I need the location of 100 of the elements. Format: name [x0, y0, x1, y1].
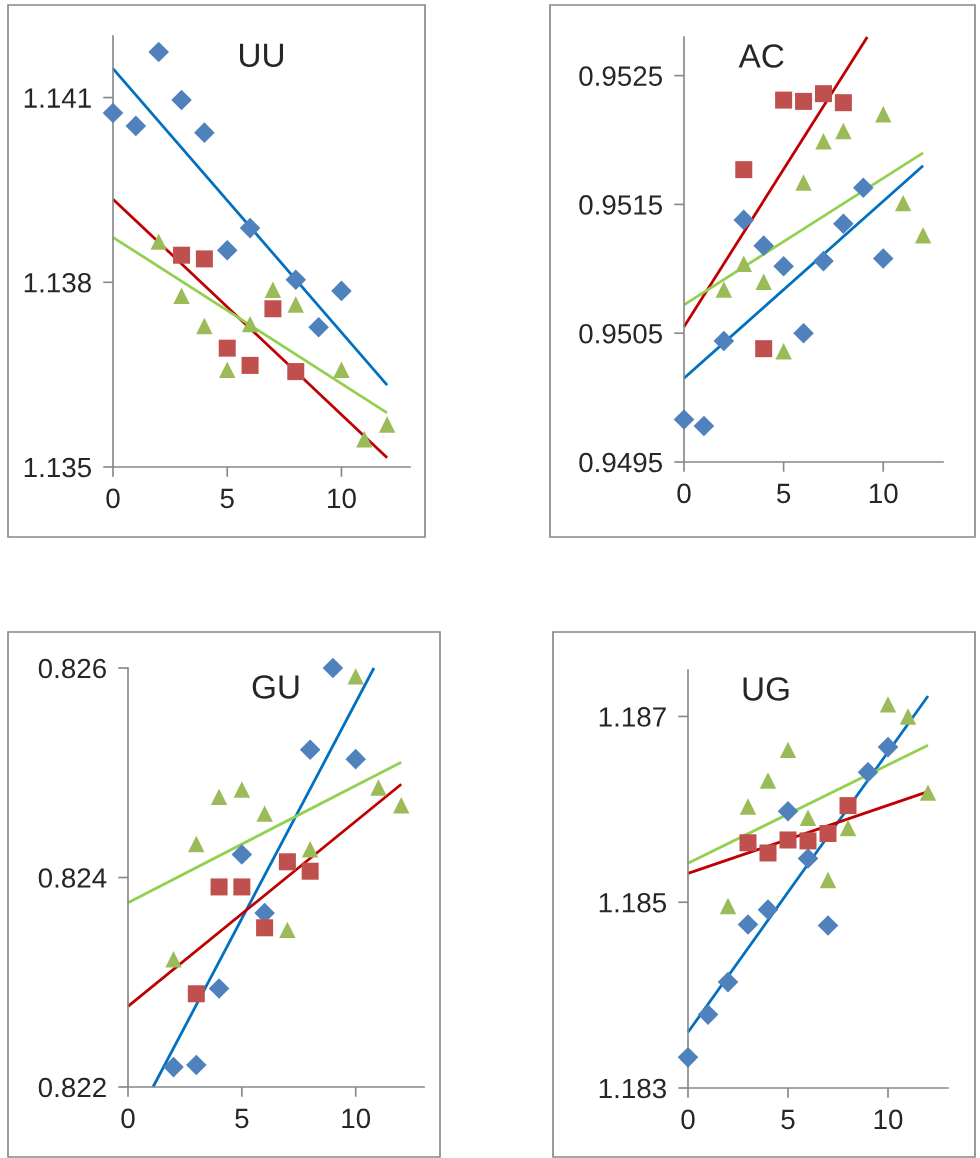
point: [779, 741, 797, 759]
point: [814, 85, 832, 103]
point: [815, 133, 832, 150]
point: [733, 209, 755, 231]
point: [899, 708, 917, 725]
point: [839, 819, 857, 837]
point: [333, 361, 350, 378]
point: [739, 798, 757, 815]
chart-title: AC: [738, 44, 784, 68]
x-tick-label: 5: [235, 1108, 249, 1129]
chart-title: UG: [743, 677, 789, 701]
point: [793, 322, 814, 344]
point: [894, 194, 912, 212]
point: [819, 824, 837, 842]
point: [194, 122, 215, 143]
point: [877, 736, 899, 758]
point: [279, 921, 296, 939]
point: [697, 1004, 719, 1025]
point: [173, 246, 191, 264]
x-tick-label: 0: [121, 1108, 135, 1129]
point: [919, 784, 937, 801]
x-tick-label: 10: [874, 1109, 903, 1130]
point: [799, 832, 817, 850]
point: [188, 835, 205, 853]
point: [299, 739, 321, 761]
point: [347, 668, 364, 685]
point: [393, 797, 410, 814]
point: [779, 831, 797, 849]
chart-title: UU: [240, 43, 283, 67]
point: [165, 950, 182, 968]
point: [233, 878, 251, 896]
point: [148, 41, 169, 63]
y-tick-label: 0.822: [38, 1077, 106, 1098]
point: [256, 919, 274, 937]
point: [285, 269, 307, 291]
point: [186, 1054, 207, 1076]
point: [737, 914, 759, 935]
point: [210, 878, 228, 896]
point: [857, 761, 879, 783]
point: [125, 115, 147, 137]
point: [834, 94, 852, 112]
x-tick-label: 5: [777, 483, 791, 504]
y-tick-label: 0.826: [38, 658, 106, 679]
point: [775, 91, 793, 109]
point: [875, 106, 892, 123]
point: [757, 899, 779, 920]
point: [839, 797, 857, 815]
point: [163, 1056, 184, 1078]
point: [759, 844, 777, 862]
point: [233, 781, 251, 798]
point: [231, 844, 253, 865]
point: [331, 280, 352, 302]
point: [817, 915, 839, 936]
point: [171, 89, 192, 111]
point: [241, 315, 259, 333]
point: [195, 250, 213, 268]
point: [673, 409, 695, 430]
point: [256, 805, 273, 822]
point: [799, 809, 817, 826]
y-tick-label: 1.135: [24, 457, 92, 478]
point: [755, 340, 773, 358]
point: [264, 300, 282, 318]
point: [777, 800, 799, 822]
x-tick-label: 0: [677, 483, 691, 504]
point: [797, 848, 819, 869]
point: [735, 161, 753, 179]
point: [264, 281, 282, 298]
point: [879, 696, 897, 713]
y-tick-label: 1.187: [599, 707, 666, 727]
point: [755, 273, 772, 290]
point: [719, 897, 737, 915]
point: [833, 213, 854, 235]
point: [378, 416, 396, 433]
point: [278, 853, 296, 871]
y-tick-label: 0.9515: [579, 195, 663, 215]
point: [187, 985, 205, 1003]
point: [301, 862, 319, 880]
point: [813, 250, 834, 272]
point: [914, 227, 932, 244]
point: [795, 174, 812, 191]
y-tick-label: 1.138: [24, 272, 91, 293]
point: [208, 978, 230, 999]
y-tick-label: 1.183: [599, 1078, 666, 1099]
point: [795, 92, 813, 110]
point: [819, 871, 837, 889]
point: [219, 361, 236, 378]
x-tick-label: 5: [220, 488, 234, 509]
x-tick-label: 10: [869, 483, 898, 504]
point: [872, 248, 894, 269]
point: [775, 343, 792, 360]
point: [677, 1047, 699, 1068]
point: [356, 431, 373, 448]
point: [216, 239, 238, 261]
point: [287, 363, 305, 381]
point: [150, 233, 167, 250]
point: [717, 971, 739, 993]
y-tick-label: 1.185: [599, 892, 667, 913]
point: [345, 748, 366, 770]
point: [301, 841, 319, 858]
point: [173, 287, 190, 305]
